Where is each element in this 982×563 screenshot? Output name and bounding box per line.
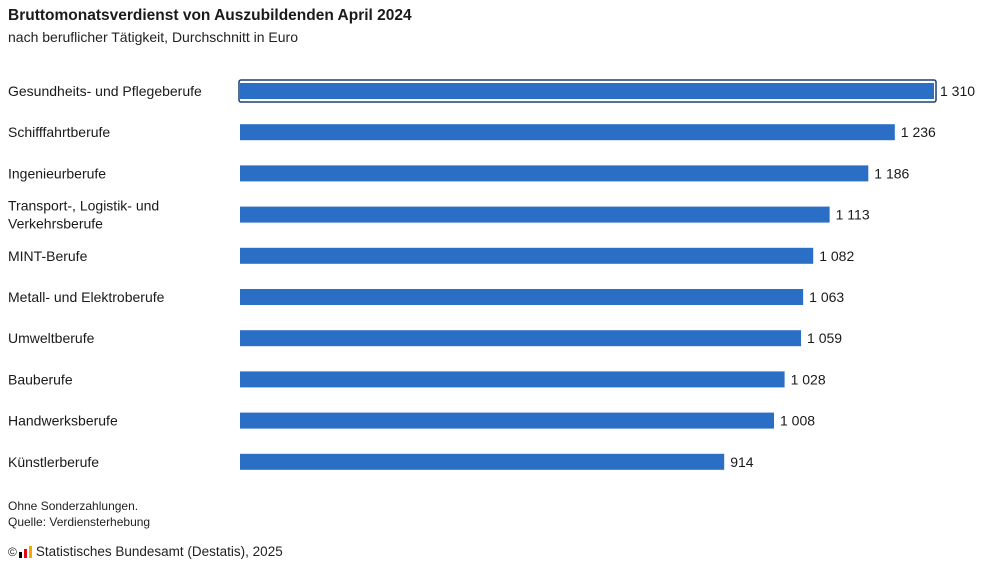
category-label: Gesundheits- und Pflegeberufe: [8, 83, 202, 99]
category-label: Künstlerberufe: [8, 454, 99, 470]
bar: [240, 247, 814, 264]
value-label: 1 008: [780, 413, 815, 429]
value-label: 1 028: [791, 371, 826, 387]
bar: [240, 83, 934, 99]
source-line: Quelle: Verdiensterhebung: [8, 515, 151, 529]
value-label: 1 310: [940, 83, 975, 99]
chart-notes: Ohne Sonderzahlungen. Quelle: Verdienste…: [8, 498, 150, 530]
value-label: 1 113: [836, 207, 870, 223]
chart-title: Bruttomonatsverdienst von Auszubildenden…: [8, 7, 412, 24]
bar: [240, 412, 775, 429]
chart-subtitle: nach beruflicher Tätigkeit, Durchschnitt…: [8, 29, 298, 45]
category-label: Ingenieurberufe: [8, 165, 106, 181]
destatis-logo-icon: [18, 545, 33, 558]
category-label: Bauberufe: [8, 371, 73, 387]
copyright-icon: ©: [8, 544, 17, 559]
category-label: Metall- und Elektroberufe: [8, 289, 165, 305]
category-label: MINT-Berufe: [8, 248, 88, 264]
value-label: 1 186: [874, 165, 909, 181]
bar: [240, 124, 895, 141]
bar: [240, 289, 804, 305]
note-line: Ohne Sonderzahlungen.: [8, 499, 139, 513]
bar: [240, 453, 725, 470]
bar-highlight-outline: [238, 79, 937, 103]
bar: [240, 330, 802, 347]
category-label: Schifffahrtberufe: [8, 124, 110, 140]
value-label: 914: [730, 454, 754, 470]
bar: [240, 206, 830, 223]
bar: [240, 371, 785, 388]
category-label: Transport-, Logistik- und Verkehrsberufe: [8, 198, 159, 232]
category-label: Umweltberufe: [8, 330, 95, 346]
bar: [240, 165, 869, 182]
value-label: 1 236: [901, 124, 936, 140]
category-label: Handwerksberufe: [8, 413, 118, 429]
value-label: 1 082: [819, 248, 854, 264]
footer-source: Statistisches Bundesamt (Destatis), 2025: [35, 544, 283, 559]
value-label: 1 059: [807, 330, 842, 346]
value-label: 1 063: [809, 289, 844, 305]
bar-chart: Gesundheits- und Pflegeberufe 1 310 Schiff…: [8, 79, 975, 470]
footer: © Statistisches Bundesamt (Destatis), 20…: [8, 544, 283, 559]
